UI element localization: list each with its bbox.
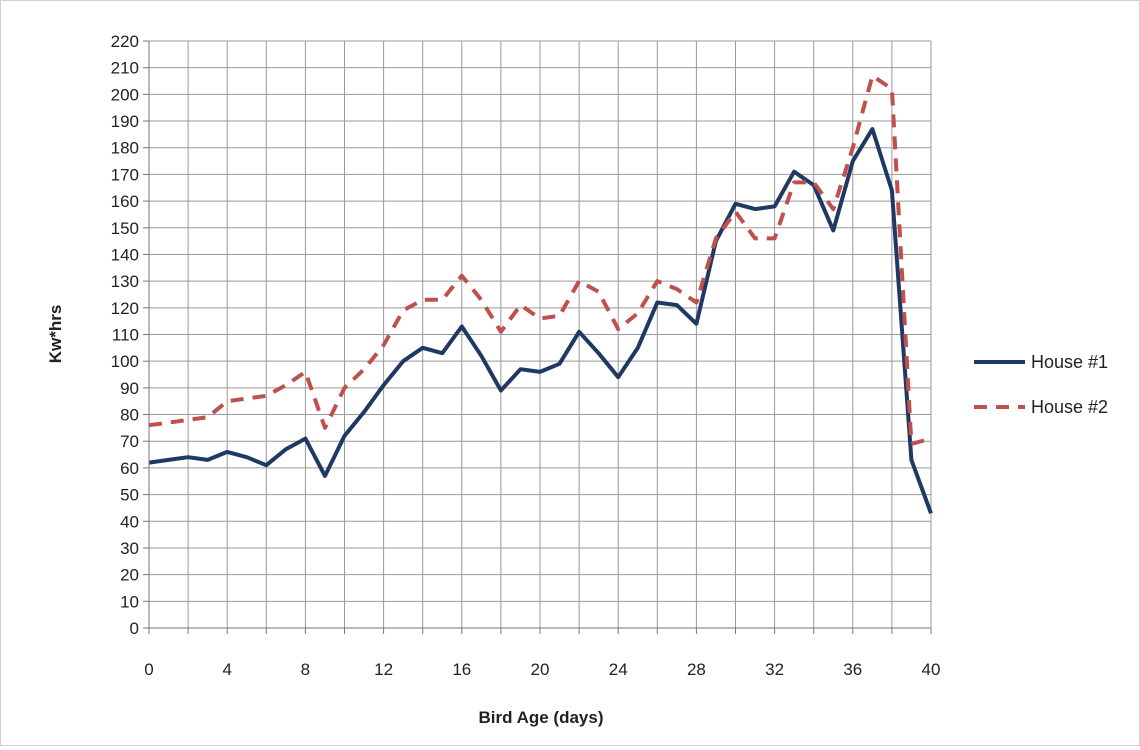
y-axis-title: Kw*hrs bbox=[46, 305, 65, 364]
legend-label-1: House #1 bbox=[1031, 352, 1108, 372]
y-tick-label: 170 bbox=[111, 165, 139, 184]
y-tick-label: 200 bbox=[111, 85, 139, 104]
y-tick-label: 40 bbox=[120, 512, 139, 531]
x-tick-label: 20 bbox=[531, 660, 550, 679]
y-tick-label: 160 bbox=[111, 192, 139, 211]
y-tick-label: 220 bbox=[111, 32, 139, 51]
x-tick-label: 0 bbox=[144, 660, 153, 679]
x-tick-label: 24 bbox=[609, 660, 628, 679]
x-tick-label: 4 bbox=[222, 660, 231, 679]
grid bbox=[148, 40, 932, 629]
y-tick-label: 110 bbox=[112, 326, 139, 345]
y-tick-label: 80 bbox=[120, 406, 139, 425]
series-lines bbox=[148, 73, 933, 514]
legend-label-2: House #2 bbox=[1031, 397, 1108, 417]
y-tick-label: 180 bbox=[111, 139, 139, 158]
y-tick-label: 190 bbox=[111, 112, 139, 131]
y-tick-label: 0 bbox=[130, 619, 139, 638]
y-tick-label: 70 bbox=[120, 432, 139, 451]
y-tick-label: 120 bbox=[111, 299, 139, 318]
x-tick-label: 12 bbox=[374, 660, 393, 679]
y-tick-label: 210 bbox=[111, 59, 139, 78]
y-tick-label: 140 bbox=[111, 245, 139, 264]
y-tick-label: 130 bbox=[111, 272, 139, 291]
x-tick-label: 32 bbox=[765, 660, 784, 679]
y-tick-label: 10 bbox=[120, 592, 139, 611]
y-tick-label: 90 bbox=[120, 379, 139, 398]
y-tick-label: 50 bbox=[120, 486, 139, 505]
x-tick-label: 36 bbox=[843, 660, 862, 679]
y-tick-label: 100 bbox=[111, 352, 139, 371]
x-tick-label: 28 bbox=[687, 660, 706, 679]
x-tick-label: 40 bbox=[922, 660, 941, 679]
y-tick-label: 60 bbox=[120, 459, 139, 478]
x-tick-label: 16 bbox=[452, 660, 471, 679]
y-tick-label: 30 bbox=[120, 539, 139, 558]
y-tick-label: 20 bbox=[120, 566, 139, 585]
legend: House #1 House #2 bbox=[974, 352, 1108, 417]
y-tick-label: 150 bbox=[111, 219, 139, 238]
series-line-2 bbox=[148, 73, 932, 446]
series-line-1 bbox=[148, 127, 933, 514]
x-axis-title: Bird Age (days) bbox=[478, 708, 603, 727]
axes: 0102030405060708090100110120130140150160… bbox=[111, 32, 941, 679]
x-tick-label: 8 bbox=[301, 660, 310, 679]
